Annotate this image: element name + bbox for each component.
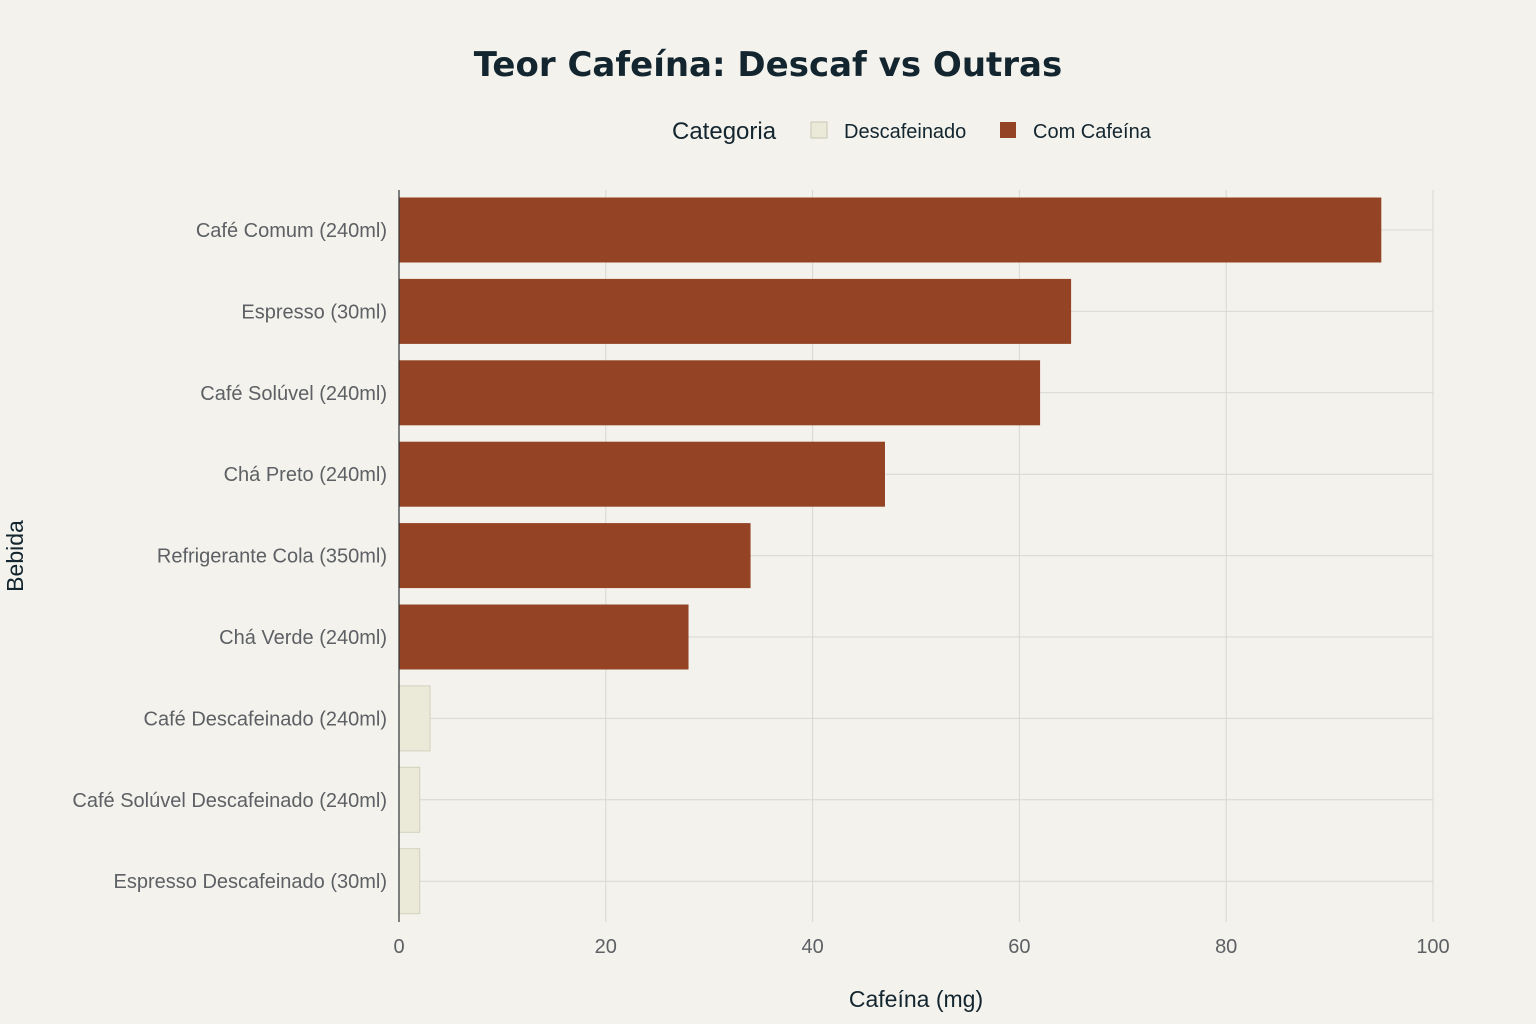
y-axis-title: Bebida <box>2 520 28 592</box>
category-label-cha-verde-240ml: Chá Verde (240ml) <box>219 627 387 649</box>
category-label-espresso-descafeinado-30ml: Espresso Descafeinado (30ml) <box>114 871 387 893</box>
bar-refrigerante-cola-350ml <box>399 523 751 589</box>
legend-swatch-descafeinado <box>810 121 828 139</box>
category-label-cafe-descafeinado-240ml: Café Descafeinado (240ml) <box>144 708 387 730</box>
category-label-cafe-comum-240ml: Café Comum (240ml) <box>196 220 387 242</box>
x-tick-label: 40 <box>801 936 823 958</box>
category-label-cafe-soluvel-descafeinado-240ml: Café Solúvel Descafeinado (240ml) <box>72 790 387 812</box>
bars <box>398 197 1382 915</box>
legend-swatch-com-cafeina <box>1000 122 1016 138</box>
x-tick-labels: 0 20 40 60 80 100 <box>393 936 1449 958</box>
legend: Categoria Descafeinado Com Cafeína <box>672 118 1152 145</box>
bar-cafe-descafeinado-240ml <box>398 685 431 752</box>
x-tick-label: 0 <box>393 936 404 958</box>
legend-title: Categoria <box>672 118 777 145</box>
chart-title: Teor Cafeína: Descaf vs Outras <box>474 45 1062 85</box>
x-tick-label: 60 <box>1008 936 1030 958</box>
category-label-espresso-30ml: Espresso (30ml) <box>241 301 387 323</box>
category-label-cha-preto-240ml: Chá Preto (240ml) <box>224 464 387 486</box>
category-label-refrigerante-cola-350ml: Refrigerante Cola (350ml) <box>157 546 387 568</box>
x-tick-label: 100 <box>1416 936 1449 958</box>
bar-espresso-30ml <box>399 278 1072 344</box>
x-tick-label: 80 <box>1215 936 1237 958</box>
x-axis-title: Cafeína (mg) <box>849 986 983 1012</box>
x-tick-label: 20 <box>595 936 617 958</box>
legend-label-descafeinado: Descafeinado <box>844 121 966 143</box>
bar-cafe-soluvel-240ml <box>399 360 1041 426</box>
bar-cha-preto-240ml <box>399 441 885 507</box>
legend-label-com-cafeina: Com Cafeína <box>1033 121 1152 143</box>
bar-cafe-comum-240ml <box>399 197 1382 263</box>
bar-cafe-soluvel-descafeinado-240ml <box>398 766 421 833</box>
category-labels: Café Comum (240ml) Espresso (30ml) Café So… <box>72 220 387 893</box>
category-label-cafe-soluvel-240ml: Café Solúvel (240ml) <box>200 383 387 405</box>
bar-cha-verde-240ml <box>399 604 689 670</box>
bar-espresso-descafeinado-30ml <box>398 848 421 915</box>
